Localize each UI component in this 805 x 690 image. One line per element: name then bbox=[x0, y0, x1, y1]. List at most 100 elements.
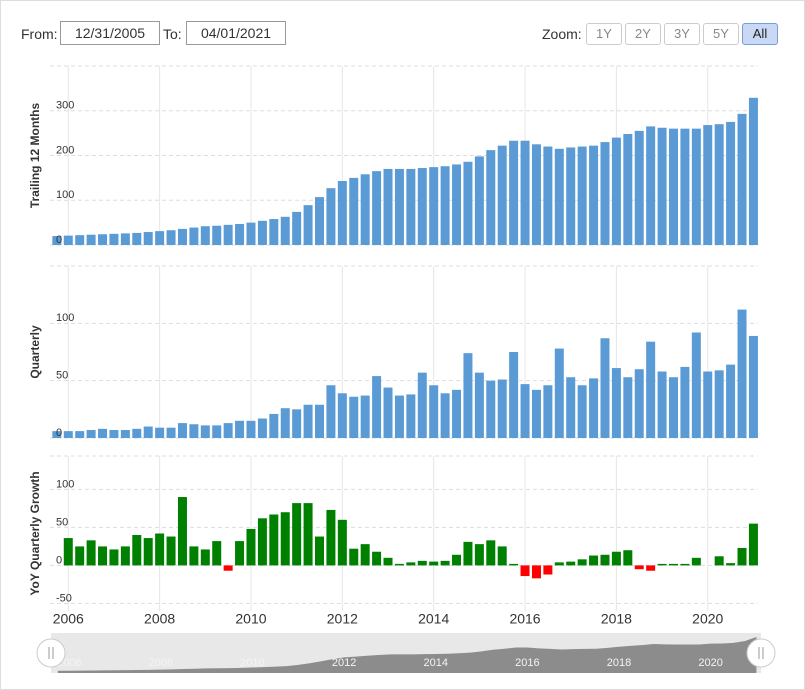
navigator-handle[interactable] bbox=[36, 638, 66, 668]
bar bbox=[668, 563, 678, 566]
bar bbox=[314, 197, 324, 245]
zoom-button[interactable]: 1Y bbox=[586, 23, 622, 45]
bar bbox=[748, 97, 758, 246]
bar bbox=[463, 353, 473, 438]
y-axis-label: YoY Quarterly Growth bbox=[28, 471, 42, 595]
bar bbox=[86, 429, 96, 438]
bar bbox=[406, 394, 416, 438]
bar bbox=[246, 222, 256, 245]
bar bbox=[589, 145, 599, 245]
bar bbox=[748, 335, 758, 438]
bar bbox=[98, 428, 108, 438]
y-tick-label: 300 bbox=[56, 100, 74, 112]
bar bbox=[292, 409, 302, 438]
x-tick-label: 2012 bbox=[327, 611, 358, 627]
bar bbox=[314, 536, 324, 566]
bar bbox=[577, 559, 587, 566]
bar bbox=[406, 168, 416, 245]
zoom-button[interactable]: 3Y bbox=[664, 23, 700, 45]
bar bbox=[543, 385, 553, 438]
bar bbox=[257, 518, 267, 566]
zoom-button[interactable]: 5Y bbox=[703, 23, 739, 45]
bar bbox=[509, 563, 519, 566]
bar bbox=[235, 541, 245, 566]
zoom-button[interactable]: All bbox=[742, 23, 778, 45]
bar bbox=[75, 431, 85, 438]
bar bbox=[440, 560, 450, 566]
bar bbox=[109, 233, 119, 245]
navigator-handle[interactable] bbox=[746, 638, 776, 668]
bar bbox=[109, 549, 119, 566]
bar bbox=[737, 309, 747, 438]
bar bbox=[543, 146, 553, 245]
bar bbox=[223, 423, 233, 438]
bar bbox=[166, 230, 176, 245]
bar bbox=[303, 205, 313, 245]
bar bbox=[577, 385, 587, 438]
bar bbox=[257, 418, 267, 438]
bar bbox=[269, 219, 279, 245]
bar bbox=[235, 223, 245, 245]
bar bbox=[737, 113, 747, 245]
bar bbox=[360, 174, 370, 245]
bar bbox=[75, 235, 85, 245]
bar bbox=[257, 220, 267, 245]
to-input[interactable]: 04/01/2021 bbox=[186, 21, 286, 45]
bar bbox=[577, 146, 587, 245]
bar bbox=[668, 377, 678, 438]
bar bbox=[166, 536, 176, 566]
bar bbox=[680, 366, 690, 438]
bar bbox=[452, 554, 462, 566]
bar bbox=[52, 431, 62, 438]
bar bbox=[189, 424, 199, 438]
bar bbox=[246, 528, 256, 566]
navigator-year-label: 2012 bbox=[332, 657, 356, 669]
bar bbox=[314, 404, 324, 438]
bar bbox=[703, 125, 713, 245]
bar bbox=[383, 168, 393, 245]
bar bbox=[189, 546, 199, 566]
bar bbox=[543, 565, 553, 575]
bar bbox=[269, 514, 279, 566]
y-tick-label: 100 bbox=[56, 312, 74, 324]
x-tick-label: 2010 bbox=[235, 611, 266, 627]
bar bbox=[155, 427, 165, 438]
bar bbox=[280, 512, 290, 566]
x-tick-label: 2016 bbox=[509, 611, 540, 627]
y-axis-label: Quarterly bbox=[28, 325, 42, 379]
bar bbox=[634, 369, 644, 438]
bar bbox=[166, 427, 176, 438]
bar bbox=[326, 385, 336, 438]
bar bbox=[440, 393, 450, 438]
from-input[interactable]: 12/31/2005 bbox=[60, 21, 160, 45]
bar bbox=[657, 371, 667, 438]
bar bbox=[280, 216, 290, 245]
bar bbox=[680, 128, 690, 245]
bar bbox=[566, 377, 576, 438]
bar bbox=[703, 371, 713, 438]
bar bbox=[120, 429, 130, 438]
bar bbox=[737, 547, 747, 566]
bar bbox=[337, 181, 347, 245]
bar bbox=[212, 541, 222, 566]
bar bbox=[349, 548, 359, 566]
x-tick-label: 2014 bbox=[418, 611, 449, 627]
bar bbox=[75, 546, 85, 566]
bar bbox=[120, 233, 130, 245]
zoom-button[interactable]: 2Y bbox=[625, 23, 661, 45]
bar bbox=[509, 352, 519, 438]
bar bbox=[646, 341, 656, 438]
bar bbox=[63, 431, 73, 438]
bar bbox=[132, 232, 142, 245]
y-tick-label: 0 bbox=[56, 234, 62, 246]
bar bbox=[531, 565, 541, 579]
bar bbox=[326, 509, 336, 566]
zoom-label: Zoom: bbox=[542, 26, 582, 42]
bar bbox=[611, 368, 621, 438]
bar bbox=[463, 541, 473, 566]
bar bbox=[726, 364, 736, 438]
bar bbox=[417, 372, 427, 438]
bar bbox=[429, 167, 439, 245]
bar bbox=[326, 188, 336, 245]
bar bbox=[109, 429, 119, 438]
